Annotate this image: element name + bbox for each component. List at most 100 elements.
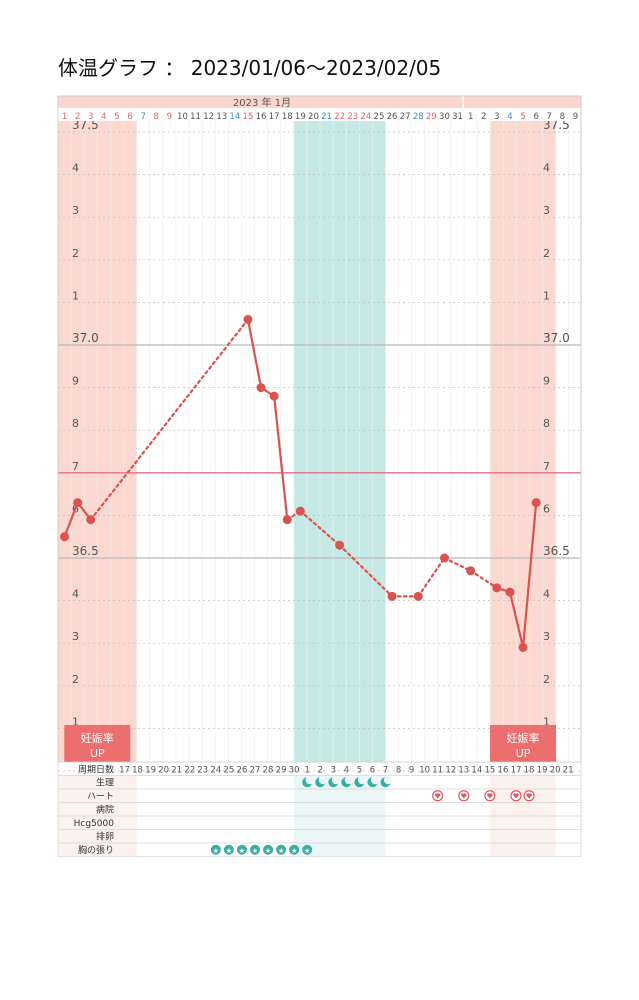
temperature-point-1 (73, 498, 83, 508)
date-tick-label: 16 (256, 112, 267, 122)
date-tick-label: 29 (426, 112, 437, 122)
temperature-point-10 (413, 591, 423, 601)
date-tick-label: 3 (494, 112, 499, 122)
star-icon (223, 844, 234, 855)
date-tick-label: 9 (573, 112, 578, 122)
y-axis-minor-label-right: 6 (543, 502, 550, 515)
y-axis-minor-label-left: 1 (72, 715, 79, 728)
cycle-day-value: 16 (498, 766, 509, 776)
month-label: 2023 年 1月 (233, 96, 291, 109)
temperature-segment-7 (299, 510, 341, 547)
date-tick-label: 19 (295, 112, 306, 122)
moon-icon-cut (331, 775, 341, 785)
page-title: 体温グラフ ： 2023/01/06～2023/02/05 (58, 56, 442, 80)
cycle-day-value: 4 (344, 766, 349, 776)
cycle-day-value: 13 (458, 766, 469, 776)
cycle-day-value: 5 (357, 766, 362, 776)
date-header (58, 108, 581, 121)
y-axis-minor-label-right: 4 (543, 588, 550, 601)
y-axis-minor-label-left: 4 (72, 588, 79, 601)
star-icon-glyph: ★ (239, 847, 245, 855)
date-tick-label: 22 (334, 112, 345, 122)
temperature-segment-15 (521, 501, 538, 649)
cycle-day-value: 1 (304, 766, 309, 776)
moon-icon-cut (318, 775, 328, 785)
cycle-day-value: 27 (250, 766, 261, 776)
badge-line1: 妊娠率 (507, 731, 540, 745)
date-tick-label: 5 (520, 112, 525, 122)
temperature-segment-11 (443, 556, 472, 572)
cycle-day-value: 29 (276, 766, 287, 776)
temperature-point-15 (518, 642, 528, 652)
table-row-label: 病院 (96, 804, 114, 816)
date-tick-label: 12 (203, 112, 214, 122)
pregnancy-badge-1 (490, 725, 557, 762)
cycle-day-value: 12 (445, 766, 456, 776)
date-tick-label: 27 (400, 112, 411, 122)
cycle-day-value: 24 (210, 766, 221, 776)
temperature-segment-2 (89, 318, 250, 521)
temperature-point-9 (387, 591, 397, 601)
temperature-point-14 (505, 587, 515, 597)
cycle-day-value: 19 (145, 766, 156, 776)
date-tick-label: 17 (269, 112, 280, 122)
y-axis-label-right: 37.5 (543, 118, 570, 132)
table-row-label: 胸の張り (78, 844, 114, 856)
temperature-point-7 (295, 506, 305, 516)
y-axis-label-right: 36.5 (543, 544, 570, 558)
date-tick-label: 15 (243, 112, 254, 122)
temperature-point-6 (282, 515, 292, 525)
badge-line2: UP (90, 747, 105, 760)
cycle-day-value: 11 (432, 766, 443, 776)
y-axis-minor-label-right: 2 (543, 673, 550, 686)
date-tick-label: 31 (452, 112, 463, 122)
y-axis-minor-label-left: 1 (72, 289, 79, 302)
temperature-point-5 (269, 391, 279, 401)
y-axis-minor-label-right: 1 (543, 289, 550, 302)
date-tick-label: 4 (101, 112, 106, 122)
temperature-point-13 (492, 583, 502, 593)
y-axis-label-left: 37.5 (72, 118, 99, 132)
cycle-day-value: 10 (419, 766, 430, 776)
date-tick-label: 8 (560, 112, 565, 122)
date-tick-label: 6 (127, 112, 132, 122)
heart-icon-shape (513, 793, 519, 799)
date-tick-label: 2 (75, 112, 80, 122)
cycle-day-value: 20 (550, 766, 561, 776)
date-tick-label: 1 (62, 112, 67, 122)
temperature-point-2 (86, 515, 96, 525)
cycle-day-value: 6 (370, 766, 375, 776)
cycle-day-value: 18 (524, 766, 535, 776)
month-header (58, 96, 581, 108)
temperature-segment-5 (273, 395, 289, 521)
cycle-day-value: 22 (184, 766, 195, 776)
moon-icon-cut (344, 775, 354, 785)
date-tick-label: 1 (468, 112, 473, 122)
highlight-band (293, 121, 386, 762)
moon-icon-cut (305, 775, 314, 785)
date-tick-label: 11 (190, 112, 201, 122)
cycle-day-value: 8 (396, 766, 401, 776)
date-tick-label: 20 (308, 112, 319, 122)
star-icon (276, 844, 287, 855)
table-row-label: 生理 (96, 777, 114, 789)
temperature-point-12 (466, 566, 476, 576)
cycle-day-value: 19 (537, 766, 548, 776)
cycle-day-value: 18 (132, 766, 143, 776)
cycle-day-value: 28 (263, 766, 274, 776)
date-tick-label: 21 (321, 112, 332, 122)
cycle-day-value: 7 (383, 766, 388, 776)
y-axis-label-left: 36.5 (72, 544, 99, 558)
cycle-day-value: 17 (119, 766, 130, 776)
date-tick-label: 18 (282, 112, 293, 122)
moon-icon-cut (357, 775, 367, 785)
y-axis-minor-label-left: 3 (72, 630, 79, 643)
y-axis-minor-label-left: 9 (72, 375, 79, 388)
date-tick-label: 28 (413, 112, 424, 122)
y-axis-minor-label-left: 2 (72, 247, 79, 260)
date-tick-label: 14 (229, 112, 240, 122)
y-axis-minor-label-left: 3 (72, 204, 79, 217)
temperature-segment-12 (469, 569, 498, 589)
heart-icon-shape (526, 793, 532, 799)
